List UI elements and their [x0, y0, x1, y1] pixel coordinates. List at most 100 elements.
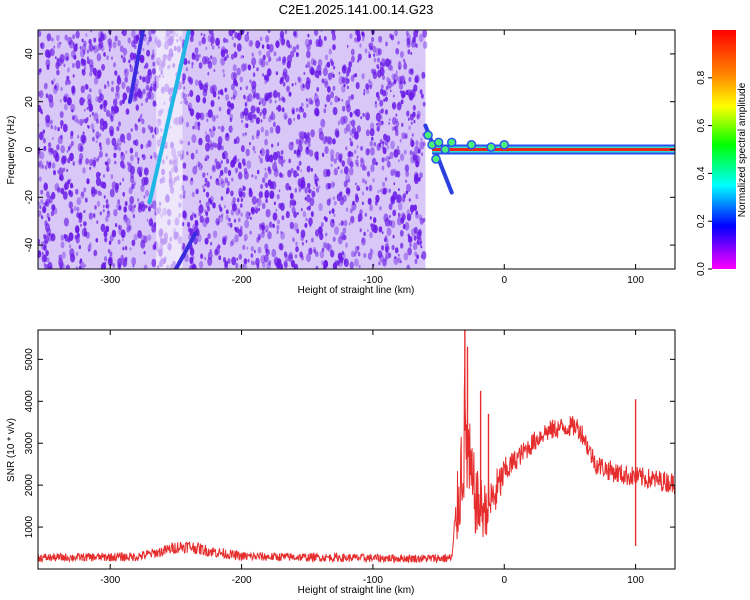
- noise-blob: [122, 30, 127, 37]
- noise-blob: [244, 123, 248, 128]
- noise-blob: [336, 260, 340, 266]
- noise-blob: [268, 116, 272, 123]
- noise-blob: [295, 246, 299, 253]
- noise-blob: [244, 219, 250, 229]
- noise-blob: [400, 75, 406, 84]
- noise-blob: [125, 108, 130, 115]
- noise-blob: [207, 61, 213, 69]
- noise-blob: [106, 166, 110, 172]
- noise-blob: [50, 148, 54, 154]
- noise-blob: [118, 146, 121, 152]
- noise-blob: [385, 85, 389, 91]
- noise-blob: [77, 134, 80, 139]
- snr-xtick-label: -200: [232, 575, 252, 586]
- noise-blob: [259, 223, 263, 231]
- noise-blob: [112, 41, 117, 49]
- noise-blob: [353, 149, 357, 155]
- noise-blob: [54, 82, 60, 92]
- noise-blob: [359, 228, 362, 233]
- noise-blob: [226, 180, 230, 187]
- noise-blob: [210, 55, 213, 59]
- noise-blob: [412, 151, 416, 157]
- noise-blob: [308, 79, 311, 85]
- noise-blob: [296, 212, 299, 216]
- noise-blob: [239, 30, 245, 35]
- noise-blob: [105, 225, 110, 233]
- noise-blob: [38, 91, 41, 97]
- noise-blob: [127, 37, 132, 44]
- noise-blob: [321, 247, 325, 253]
- noise-blob: [339, 153, 343, 160]
- noise-blob: [345, 146, 348, 151]
- noise-blob: [271, 112, 276, 121]
- noise-blob: [407, 233, 410, 238]
- noise-blob: [61, 251, 66, 259]
- noise-blob: [121, 30, 124, 35]
- noise-blob: [123, 214, 127, 220]
- noise-blob: [143, 167, 149, 176]
- noise-blob: [125, 150, 128, 154]
- noise-blob: [268, 56, 272, 62]
- noise-blob: [300, 208, 303, 212]
- noise-blob: [205, 134, 211, 143]
- noise-blob: [72, 63, 75, 68]
- noise-blob: [205, 201, 210, 209]
- noise-blob: [129, 247, 132, 251]
- noise-blob: [269, 113, 273, 120]
- noise-blob: [197, 126, 201, 131]
- noise-blob: [252, 113, 255, 118]
- noise-blob: [81, 38, 84, 43]
- noise-blob: [307, 142, 311, 148]
- noise-blob: [60, 234, 65, 241]
- noise-blob: [102, 209, 105, 213]
- noise-blob: [343, 219, 348, 227]
- noise-blob: [414, 258, 418, 264]
- noise-blob: [300, 183, 304, 189]
- noise-blob: [398, 60, 401, 66]
- noise-blob: [218, 174, 222, 179]
- noise-blob: [233, 42, 237, 48]
- noise-blob: [142, 76, 146, 83]
- spectrogram-streak-1: [173, 231, 198, 269]
- noise-blob: [397, 40, 400, 45]
- noise-blob: [265, 95, 269, 101]
- noise-blob: [223, 257, 226, 263]
- noise-blob: [85, 158, 89, 165]
- noise-blob: [341, 196, 344, 200]
- noise-blob: [113, 209, 118, 217]
- noise-blob: [54, 155, 59, 162]
- noise-blob: [345, 123, 351, 132]
- noise-blob: [377, 250, 383, 259]
- noise-blob: [210, 241, 213, 246]
- noise-blob: [265, 35, 270, 43]
- noise-blob: [152, 100, 157, 107]
- spectrogram-ytick-label: 0: [24, 146, 35, 152]
- noise-blob: [191, 65, 194, 69]
- noise-blob: [45, 118, 51, 128]
- noise-blob: [264, 129, 269, 137]
- noise-blob: [92, 128, 95, 133]
- noise-blob: [247, 93, 253, 102]
- noise-blob: [393, 256, 399, 266]
- noise-blob: [51, 162, 56, 169]
- noise-blob: [275, 40, 280, 48]
- noise-blob: [326, 61, 331, 68]
- noise-blob: [286, 85, 290, 93]
- noise-blob: [251, 135, 255, 141]
- noise-blob: [402, 197, 406, 202]
- noise-blob: [67, 146, 71, 151]
- noise-blob: [353, 110, 356, 114]
- noise-blob: [212, 141, 216, 148]
- noise-blob: [224, 132, 230, 142]
- noise-blob: [60, 241, 65, 249]
- noise-blob: [144, 33, 146, 37]
- noise-blob: [346, 104, 351, 113]
- noise-blob: [292, 46, 297, 53]
- noise-blob: [47, 216, 51, 222]
- noise-blob: [286, 40, 291, 48]
- noise-blob: [67, 80, 71, 85]
- noise-blob: [371, 157, 377, 166]
- noise-blob: [375, 101, 377, 105]
- colorbar: 0.00.20.40.60.8 Normalized spectral ampl…: [696, 30, 748, 276]
- noise-blob: [239, 76, 244, 83]
